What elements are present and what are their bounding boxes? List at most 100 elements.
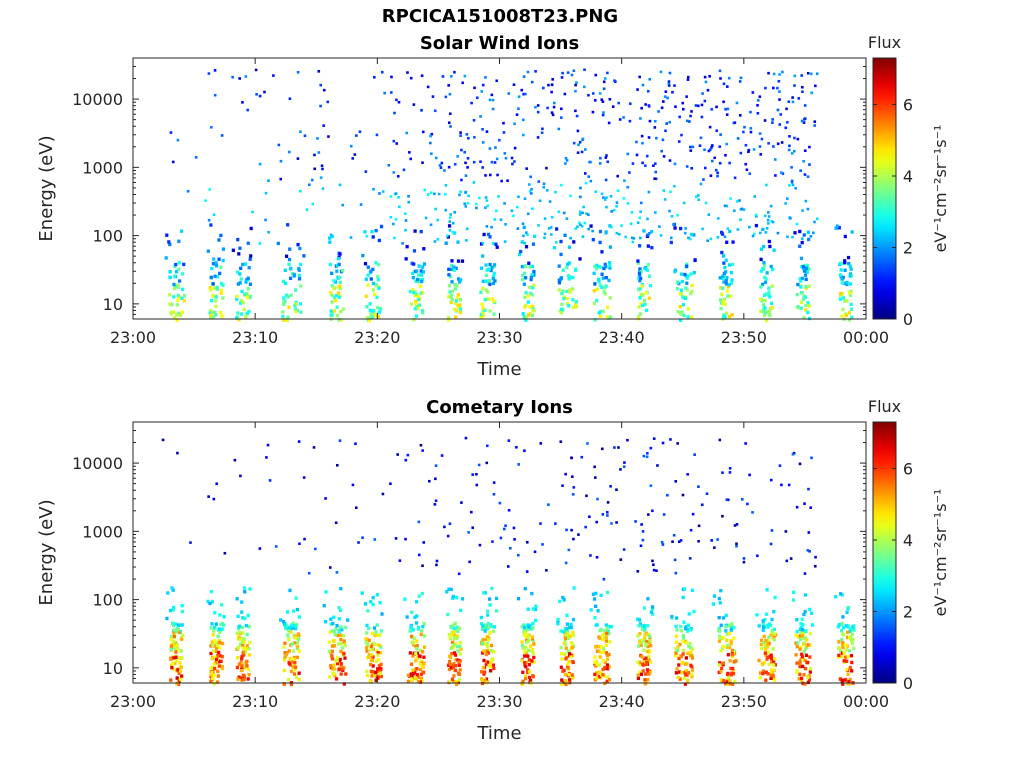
heatmap-cell — [245, 311, 249, 316]
heatmap-cell — [567, 548, 571, 552]
heatmap-cell — [606, 675, 610, 679]
heatmap-cell — [296, 157, 300, 160]
heatmap-cell — [235, 297, 239, 301]
heatmap-cell — [409, 662, 414, 666]
heatmap-cell — [639, 643, 643, 648]
heatmap-cell — [770, 629, 774, 633]
heatmap-cell — [241, 643, 245, 648]
heatmap-cell — [764, 647, 768, 651]
heatmap-cell — [235, 665, 240, 670]
heatmap-cell — [607, 261, 612, 265]
heatmap-cell — [852, 624, 856, 628]
heatmap-cell — [801, 664, 805, 669]
heatmap-cell — [168, 293, 172, 297]
heatmap-cell — [643, 627, 647, 631]
heatmap-cell — [616, 189, 620, 192]
heatmap-cell — [294, 288, 298, 292]
heatmap-cell — [339, 672, 343, 676]
heatmap-cell — [766, 645, 770, 649]
heatmap-cell — [724, 629, 728, 633]
heatmap-cell — [722, 82, 726, 86]
heatmap-cell — [291, 649, 295, 653]
heatmap-cell — [635, 140, 638, 144]
heatmap-cell — [530, 273, 534, 277]
heatmap-cell — [772, 663, 776, 667]
heatmap-cell — [594, 604, 598, 608]
heatmap-cell — [244, 624, 248, 628]
heatmap-cell — [448, 680, 452, 684]
heatmap-cell — [796, 305, 800, 309]
heatmap-cell — [784, 530, 788, 533]
heatmap-cell — [293, 668, 297, 672]
heatmap-cell — [485, 613, 490, 617]
heatmap-cell — [578, 257, 582, 261]
heatmap-cell — [522, 118, 525, 122]
heatmap-cell — [758, 671, 763, 675]
heatmap-cell — [647, 650, 652, 655]
heatmap-cell — [762, 293, 767, 297]
heatmap-cell — [844, 648, 848, 652]
heatmap-cell — [687, 612, 691, 616]
heatmap-cell — [307, 183, 311, 187]
heatmap-cell — [683, 670, 687, 675]
heatmap-cell — [674, 671, 678, 675]
heatmap-cell — [416, 679, 421, 684]
heatmap-cell — [793, 149, 796, 153]
heatmap-cell — [376, 676, 380, 680]
heatmap-cell — [641, 303, 645, 308]
heatmap-cell — [723, 302, 727, 306]
heatmap-cell — [602, 266, 606, 271]
heatmap-cell — [456, 155, 459, 158]
heatmap-cell — [846, 630, 850, 634]
heatmap-cell — [531, 621, 535, 626]
heatmap-cell — [530, 659, 534, 663]
heatmap-cell — [593, 282, 597, 286]
heatmap-cell — [770, 674, 774, 678]
heatmap-cell — [520, 659, 525, 663]
plot-panel-cometary: 23:00 23:10 23:20 23:30 23:40 23:50 00:0010100… — [36, 397, 950, 744]
heatmap-cell — [380, 612, 384, 616]
heatmap-cell — [171, 642, 175, 646]
x-axis-label: Time — [476, 359, 521, 380]
heatmap-cell — [771, 118, 775, 121]
heatmap-cell — [565, 217, 569, 220]
heatmap-cell — [490, 649, 494, 653]
heatmap-cell — [531, 607, 535, 611]
heatmap-cell — [291, 659, 295, 664]
heatmap-cell — [689, 291, 693, 296]
heatmap-cell — [521, 646, 525, 650]
heatmap-cell — [208, 286, 212, 290]
heatmap-cell — [470, 101, 473, 105]
heatmap-cell — [798, 627, 803, 631]
heatmap-cell — [687, 236, 690, 240]
heatmap-cell — [607, 624, 612, 629]
heatmap-cell — [605, 315, 609, 319]
heatmap-cell — [850, 632, 855, 636]
heatmap-cell — [604, 639, 609, 643]
heatmap-cell — [440, 161, 444, 165]
heatmap-cell — [844, 313, 849, 318]
heatmap-cell — [231, 75, 234, 79]
heatmap-cell — [681, 661, 685, 665]
heatmap-cell — [674, 624, 678, 629]
heatmap-cell — [512, 526, 516, 530]
heatmap-cell — [604, 651, 608, 655]
heatmap-cell — [539, 522, 542, 525]
heatmap-cell — [804, 277, 808, 282]
heatmap-cell — [572, 537, 575, 541]
heatmap-cell — [239, 266, 243, 271]
heatmap-cell — [648, 648, 652, 653]
heatmap-cell — [327, 236, 332, 240]
heatmap-cell — [679, 292, 684, 296]
heatmap-cell — [551, 78, 554, 81]
heatmap-cell — [447, 587, 451, 591]
heatmap-cell — [482, 658, 486, 663]
heatmap-cell — [841, 645, 845, 650]
heatmap-cell — [366, 283, 370, 288]
heatmap-cell — [801, 631, 805, 635]
heatmap-cell — [404, 228, 407, 232]
heatmap-cell — [562, 296, 566, 301]
figure-title: RPCICA151008T23.PNG — [381, 6, 619, 27]
heatmap-cell — [576, 129, 580, 133]
heatmap-cell — [179, 649, 183, 653]
